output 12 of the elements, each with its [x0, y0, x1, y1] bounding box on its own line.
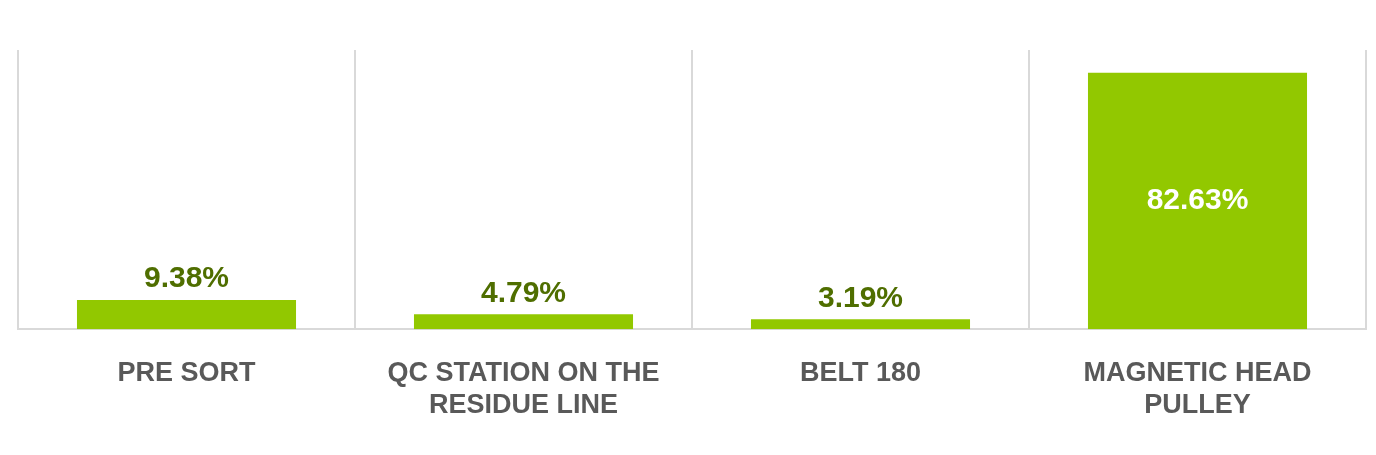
x-tick-label: QC STATION ON THE RESIDUE LINE [387, 356, 660, 420]
bar [76, 300, 297, 330]
x-tick-label: BELT 180 [799, 356, 922, 387]
data-label: 9.38% [143, 260, 230, 294]
x-tick-label: PRE SORT [117, 356, 257, 387]
data-label: 3.19% [817, 279, 904, 313]
bar [413, 314, 634, 330]
data-label: 4.79% [480, 274, 567, 308]
x-tick-label: MAGNETIC HEAD PULLEY [1083, 356, 1312, 420]
bar [750, 319, 971, 330]
bar [1087, 72, 1308, 330]
data-label: 82.63% [1146, 182, 1249, 216]
